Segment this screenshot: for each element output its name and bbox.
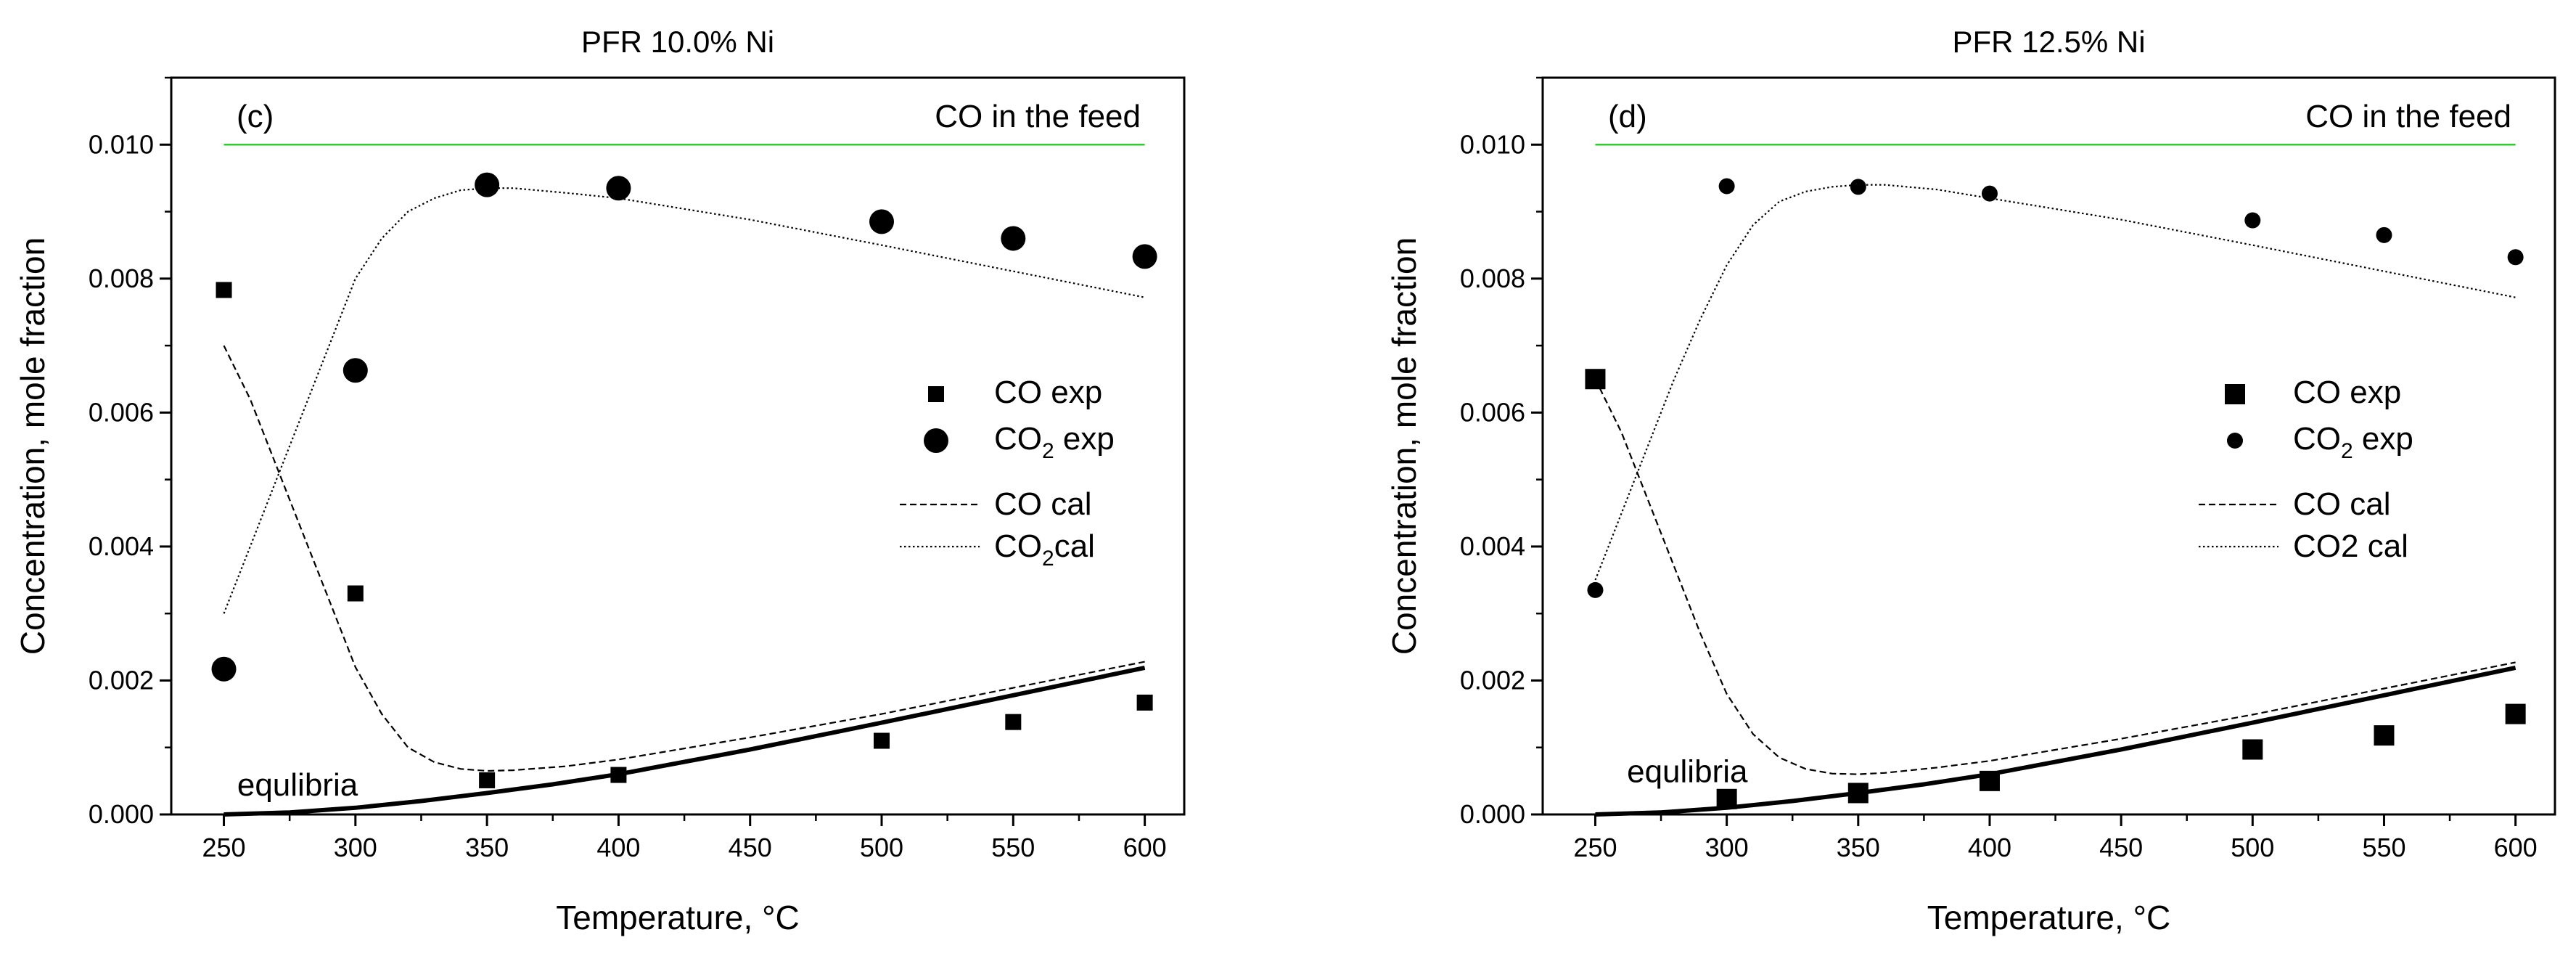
feed-label: CO in the feed (2305, 99, 2511, 134)
legend-label-co2-cal: CO2cal (994, 528, 1095, 571)
y-tick-label: 0.004 (89, 531, 154, 561)
data-point-co2-exp (2507, 249, 2524, 266)
legend-marker-co-exp (928, 386, 944, 402)
data-point-co2-exp (1132, 244, 1157, 269)
legend-marker-co2-exp (924, 428, 948, 453)
data-point-co-exp (479, 772, 496, 788)
data-point-co2-exp (2376, 226, 2392, 243)
legend-marker-co2-exp (2227, 433, 2243, 449)
data-point-co-exp (2374, 725, 2395, 746)
chart-panel-c: PFR 10.0% Ni 250 300 350 400 450 500 550 600 0.00… (14, 25, 1186, 936)
x-tick-label: 600 (1123, 833, 1167, 862)
equilibria-label: equlibria (237, 767, 358, 803)
legend-marker-co-exp (2225, 384, 2245, 404)
panel-label: (c) (237, 99, 274, 134)
panel-label: (d) (1608, 99, 1647, 134)
legend-label-co2-cal: CO2 cal (2293, 528, 2408, 564)
x-tick-label: 300 (1705, 833, 1749, 862)
data-point-co-exp (216, 282, 232, 298)
chart-title: PFR 10.0% Ni (581, 25, 774, 59)
x-tick-label: 500 (2231, 833, 2274, 862)
y-tick-label: 0.008 (89, 263, 154, 293)
series-line-equilibria (223, 665, 1146, 817)
series-line-co2-cal (1594, 184, 2516, 581)
x-tick-label: 450 (2099, 833, 2143, 862)
legend-label-co-exp: CO exp (2293, 375, 2401, 410)
y-tick-label: 0.000 (89, 799, 154, 829)
legend-label-co-cal: CO cal (2293, 486, 2390, 522)
data-point-co2-exp (2244, 212, 2261, 229)
data-point-co-exp (1005, 714, 1022, 730)
chart-panel-d: PFR 12.5% Ni 250 300 350 400 450 500 550 600 0.00… (1385, 25, 2556, 936)
data-point-co-exp (2505, 703, 2526, 724)
data-point-co2-exp (606, 176, 631, 201)
data-point-co-exp (2242, 739, 2263, 760)
y-axis-label: Concentration, mole fraction (1385, 237, 1423, 655)
y-tick-label: 0.004 (1460, 531, 1525, 561)
x-axis-label: Temperature, °C (1927, 899, 2170, 936)
data-point-co2-exp (475, 172, 500, 197)
y-tick-label: 0.000 (1460, 799, 1525, 829)
x-tick-label: 350 (465, 833, 509, 862)
x-axis-label: Temperature, °C (556, 899, 799, 936)
plot-frame (170, 76, 1186, 816)
data-point-co2-exp (1850, 179, 1866, 195)
y-tick-label: 0.008 (1460, 263, 1525, 293)
legend-label-co2-exp: CO2 exp (994, 421, 1115, 463)
x-tick-label: 250 (202, 833, 245, 862)
legend-label-co2-exp: CO2 exp (2293, 421, 2413, 463)
legend-label-co-exp: CO exp (994, 375, 1102, 410)
data-point-co2-exp (342, 358, 368, 383)
x-tick-label: 550 (991, 833, 1035, 862)
x-tick-label: 600 (2494, 833, 2538, 862)
series-line-co2-cal (223, 187, 1145, 614)
data-point-co2-exp (1981, 185, 1998, 202)
x-tick-label: 350 (1837, 833, 1880, 862)
legend-label-co-cal: CO cal (994, 486, 1091, 522)
y-tick-label: 0.010 (1460, 129, 1525, 159)
y-tick-label: 0.002 (1460, 665, 1525, 695)
x-tick-label: 500 (860, 833, 903, 862)
x-tick-label: 450 (729, 833, 772, 862)
y-tick-label: 0.002 (89, 665, 154, 695)
x-tick-label: 550 (2362, 833, 2405, 862)
series-line-co-cal (1594, 378, 2516, 775)
x-tick-label: 300 (334, 833, 377, 862)
data-point-co2-exp (1587, 581, 1604, 598)
data-point-co2-exp (1718, 178, 1735, 195)
x-tick-label: 400 (596, 833, 640, 862)
data-point-co2-exp (869, 209, 895, 234)
x-tick-label: 250 (1573, 833, 1617, 862)
data-point-co-exp (1136, 694, 1153, 711)
feed-label: CO in the feed (935, 99, 1141, 134)
y-tick-label: 0.010 (89, 129, 154, 159)
legend: CO exp CO2 exp CO cal CO2 cal (2199, 375, 2413, 564)
legend: CO exp CO2 exp CO cal CO2cal (900, 375, 1115, 571)
series-line-equilibria (1595, 665, 2516, 817)
plot-frame (1541, 76, 2556, 816)
equilibria-label: equlibria (1627, 754, 1748, 790)
data-point-co2-exp (1001, 226, 1026, 251)
data-point-co-exp (347, 585, 364, 602)
data-point-co-exp (874, 732, 890, 749)
y-tick-label: 0.006 (89, 397, 154, 427)
data-point-co2-exp (211, 656, 237, 682)
x-tick-label: 400 (1968, 833, 2011, 862)
series-line-co-cal (223, 345, 1145, 772)
y-tick-label: 0.006 (1460, 397, 1525, 427)
chart-title: PFR 12.5% Ni (1952, 25, 2145, 59)
y-axis-label: Concentration, mole fraction (14, 237, 52, 655)
